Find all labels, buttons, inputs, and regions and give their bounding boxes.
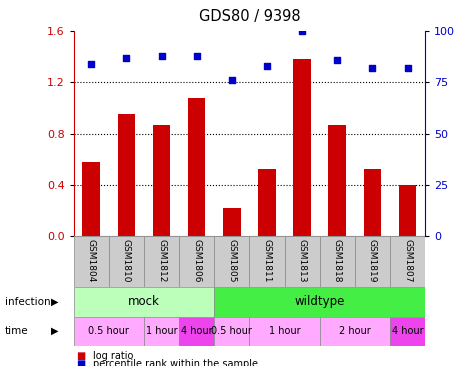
Text: time: time — [5, 326, 28, 336]
Bar — [74, 287, 214, 317]
Text: ▶: ▶ — [51, 326, 58, 336]
Bar — [188, 98, 205, 236]
Bar — [293, 59, 311, 236]
Text: log ratio: log ratio — [93, 351, 133, 361]
Bar — [355, 236, 390, 287]
Text: GSM1806: GSM1806 — [192, 239, 201, 282]
Point — [369, 65, 376, 71]
Text: 4 hour: 4 hour — [181, 326, 212, 336]
Bar — [399, 185, 416, 236]
Bar — [83, 162, 100, 236]
Text: GSM1812: GSM1812 — [157, 239, 166, 282]
Text: GSM1819: GSM1819 — [368, 239, 377, 282]
Bar — [144, 236, 179, 287]
Text: ▶: ▶ — [51, 297, 58, 307]
Bar — [249, 236, 285, 287]
Point — [228, 77, 236, 83]
Text: 1 hour: 1 hour — [269, 326, 300, 336]
Text: ■: ■ — [76, 359, 85, 366]
Bar — [74, 317, 144, 346]
Bar — [249, 317, 320, 346]
Bar — [285, 236, 320, 287]
Bar — [214, 287, 425, 317]
Text: GSM1805: GSM1805 — [228, 239, 236, 282]
Bar — [118, 114, 135, 236]
Bar — [179, 236, 214, 287]
Text: 1 hour: 1 hour — [146, 326, 177, 336]
Text: percentile rank within the sample: percentile rank within the sample — [93, 359, 257, 366]
Bar — [390, 236, 425, 287]
Bar — [223, 208, 240, 236]
Bar — [320, 236, 355, 287]
Bar — [74, 236, 109, 287]
Text: ■: ■ — [76, 351, 85, 361]
Bar — [258, 169, 276, 236]
Text: 2 hour: 2 hour — [339, 326, 370, 336]
Text: 4 hour: 4 hour — [392, 326, 423, 336]
Bar — [214, 236, 249, 287]
Bar — [214, 317, 249, 346]
Point — [193, 53, 200, 59]
Point — [123, 55, 130, 61]
Text: GSM1811: GSM1811 — [263, 239, 271, 282]
Point — [87, 61, 95, 67]
Text: infection: infection — [5, 297, 50, 307]
Text: wildtype: wildtype — [294, 295, 345, 309]
Bar — [363, 169, 381, 236]
Point — [404, 65, 411, 71]
Text: mock: mock — [128, 295, 160, 309]
Text: GSM1813: GSM1813 — [298, 239, 306, 282]
Point — [333, 57, 341, 63]
Text: 0.5 hour: 0.5 hour — [211, 326, 252, 336]
Bar — [109, 236, 144, 287]
Bar — [328, 124, 346, 236]
Text: GSM1804: GSM1804 — [87, 239, 95, 282]
Bar — [179, 317, 214, 346]
Bar — [153, 124, 170, 236]
Text: GSM1818: GSM1818 — [333, 239, 342, 282]
Point — [263, 63, 271, 69]
Text: GSM1807: GSM1807 — [403, 239, 412, 282]
Bar — [144, 317, 179, 346]
Bar — [390, 317, 425, 346]
Text: 0.5 hour: 0.5 hour — [88, 326, 129, 336]
Bar — [320, 317, 390, 346]
Text: GSM1810: GSM1810 — [122, 239, 131, 282]
Point — [158, 53, 165, 59]
Text: GDS80 / 9398: GDS80 / 9398 — [199, 9, 300, 24]
Point — [298, 28, 306, 34]
